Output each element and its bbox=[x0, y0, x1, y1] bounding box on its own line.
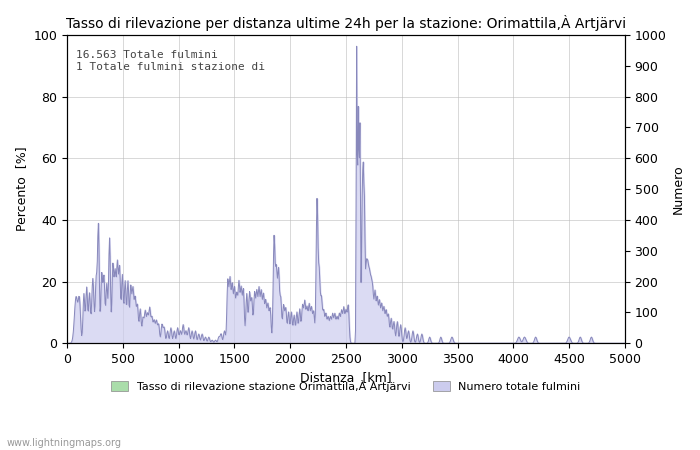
Text: www.lightningmaps.org: www.lightningmaps.org bbox=[7, 438, 122, 448]
Title: Tasso di rilevazione per distanza ultime 24h per la stazione: Orimattila,À Artjä: Tasso di rilevazione per distanza ultime… bbox=[66, 15, 626, 31]
Text: 16.563 Totale fulmini
1 Totale fulmini stazione di: 16.563 Totale fulmini 1 Totale fulmini s… bbox=[76, 50, 265, 72]
Legend: Tasso di rilevazione stazione Orimattila,À Artjärvi, Numero totale fulmini: Tasso di rilevazione stazione Orimattila… bbox=[107, 375, 585, 396]
X-axis label: Distanza  [km]: Distanza [km] bbox=[300, 372, 392, 384]
Y-axis label: Numero: Numero bbox=[672, 164, 685, 214]
Y-axis label: Percento  [%]: Percento [%] bbox=[15, 147, 28, 231]
